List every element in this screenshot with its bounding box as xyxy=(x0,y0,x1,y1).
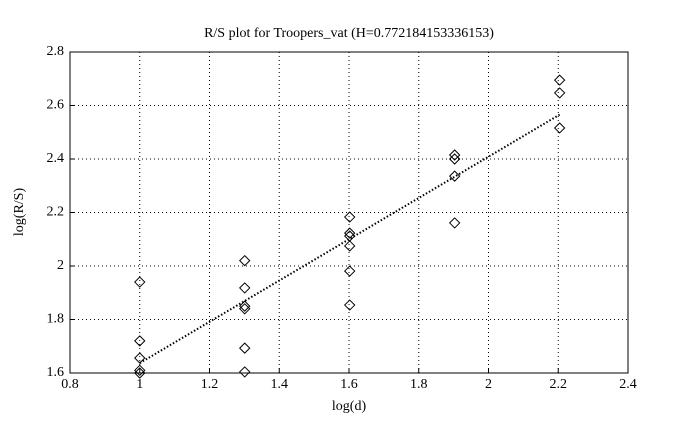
plot-frame xyxy=(69,51,629,374)
x-tick-label: 1.8 xyxy=(410,377,428,392)
point xyxy=(448,149,461,161)
point xyxy=(134,276,146,288)
point xyxy=(343,240,356,252)
fit-line xyxy=(139,113,561,364)
x-tick-label: 2.4 xyxy=(619,377,637,392)
y-tick-label: 1.6 xyxy=(47,365,65,380)
point xyxy=(134,367,146,379)
y-axis-label: log(R/S) xyxy=(12,188,27,237)
point xyxy=(239,282,251,294)
point xyxy=(239,303,251,315)
x-tick-label: 1 xyxy=(136,377,143,392)
point xyxy=(343,211,356,223)
y-tick-label: 2 xyxy=(57,258,64,273)
point xyxy=(343,265,356,277)
y-tick-label: 2.6 xyxy=(47,98,65,113)
y-tick-label: 1.8 xyxy=(47,312,65,327)
point xyxy=(448,170,461,182)
point xyxy=(239,366,251,378)
point xyxy=(553,74,566,86)
x-tick-label: 0.8 xyxy=(61,377,79,392)
point xyxy=(343,230,356,242)
point xyxy=(134,335,146,347)
y-tick-label: 2.2 xyxy=(47,205,65,220)
point xyxy=(553,122,566,134)
point xyxy=(239,254,251,267)
x-tick-label: 1.4 xyxy=(271,377,289,392)
y-tick-label: 2.8 xyxy=(47,44,65,59)
point xyxy=(239,342,251,354)
point xyxy=(343,299,356,311)
point xyxy=(134,364,146,377)
x-tick-label: 1.6 xyxy=(340,377,358,392)
point xyxy=(448,217,461,229)
point xyxy=(448,153,461,165)
x-tick-label: 2.2 xyxy=(550,377,568,392)
x-tick-label: 2 xyxy=(485,377,492,392)
point xyxy=(553,87,566,99)
y-tick-label: 2.4 xyxy=(47,151,65,166)
chart-title: R/S plot for Troopers_vat (H=0.772184153… xyxy=(204,26,494,41)
point xyxy=(343,227,356,239)
point xyxy=(239,300,251,312)
x-axis-label: log(d) xyxy=(332,399,367,414)
x-tick-label: 1.2 xyxy=(201,377,219,392)
